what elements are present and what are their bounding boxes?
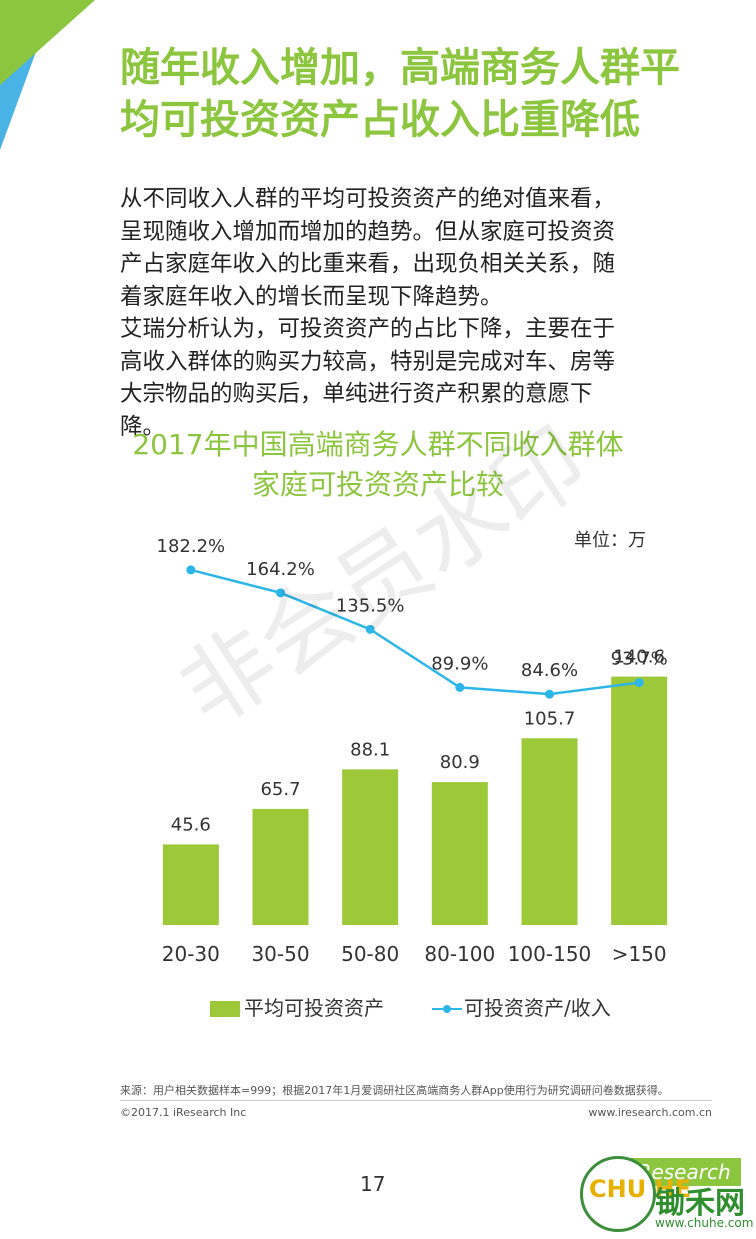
x-tick-label: 20-30 — [162, 942, 220, 966]
body-line: 呈现随收入增加而增加的趋势。但从家庭可投资资 — [120, 218, 616, 245]
legend-item-line: 可投资资产/收入 — [432, 992, 611, 1021]
website-link[interactable]: www.iresearch.com.cn — [588, 1106, 712, 1119]
line-point — [365, 624, 375, 634]
line-value-label: 164.2% — [246, 559, 315, 580]
bar-line-chart: 45.6 20-30 65.7 30-50 88.1 50-80 80.9 80-100 105… — [157, 536, 668, 966]
body-line: 产占家庭年收入的比重来看，出现负相关关系，随 — [120, 251, 616, 277]
bar-value-label: 140.6 — [613, 647, 665, 668]
chart-unit-label: 单位：万 — [574, 530, 646, 551]
source-note: 来源：用户相关数据样本=999；根据2017年1月爱调研社区高端商务人群App使… — [120, 1084, 669, 1097]
body-line: 艾瑞分析认为，可投资资产的占比下降，主要在于 — [120, 316, 616, 342]
line-value-label: 135.5% — [336, 595, 405, 616]
chart-title-line: 2017年中国高端商务人群不同收入群体 — [132, 428, 624, 461]
line-point — [276, 588, 285, 598]
x-tick-label: >150 — [612, 942, 667, 966]
bar — [431, 782, 488, 925]
line-point — [634, 678, 644, 688]
page-title-line: 随年收入增加，高端商务人群平 — [120, 45, 680, 91]
bar-value-label: 45.6 — [171, 814, 211, 835]
bar — [162, 844, 219, 925]
page-number: 17 — [360, 1172, 386, 1196]
x-tick-label: 30-50 — [251, 942, 309, 966]
chuhe-stamp-logo: CHU HE — [580, 1156, 691, 1232]
legend-line-swatch — [432, 1005, 462, 1013]
bar-value-label: 65.7 — [260, 779, 300, 800]
chart-title: 2017年中国高端商务人群不同收入群体 家庭可投资资产比较 — [0, 425, 756, 505]
body-line: 大宗物品的购买后，单纯进行资产积累的意愿下 — [120, 381, 593, 407]
bar — [252, 808, 309, 925]
page-title-line: 均可投资资产占收入比重降低 — [120, 97, 640, 143]
corner-green-shape — [0, 0, 95, 85]
chuhe-url: www.chuhe.com — [655, 1216, 754, 1230]
footer-divider — [120, 1100, 712, 1101]
legend-item-bar: 平均可投资资产 — [210, 992, 384, 1021]
body-line: 着家庭年收入的增长而呈现下降趋势。 — [120, 283, 503, 310]
line-point — [186, 565, 196, 575]
bar-value-label: 105.7 — [524, 708, 576, 729]
bar-value-label: 80.9 — [440, 752, 480, 773]
line-value-label: 182.2% — [157, 536, 226, 557]
chuhe-logo-text: 锄禾网 — [655, 1186, 745, 1221]
bar — [611, 676, 668, 925]
ratio-line — [190, 568, 640, 696]
legend-line-label: 可投资资产/收入 — [464, 996, 611, 1020]
chart-title-line: 家庭可投资资产比较 — [251, 468, 504, 501]
x-tick-label: 80-100 — [424, 942, 495, 966]
legend-bar-label: 平均可投资资产 — [244, 996, 384, 1020]
x-tick-label: 50-80 — [341, 942, 399, 966]
line-value-label: 84.6% — [521, 660, 578, 681]
line-value-label: 93.7% — [611, 649, 668, 670]
page-title: 随年收入增加，高端商务人群平 均可投资资产占收入比重降低 — [120, 42, 740, 146]
body-line: 从不同收入人群的平均可投资资产的绝对值来看， — [120, 186, 616, 212]
line-point — [455, 682, 465, 692]
legend-bar-swatch — [210, 1001, 240, 1017]
line-value-label: 89.9% — [431, 653, 488, 674]
line-point — [545, 689, 554, 699]
stamp-text: CHU HE — [589, 1175, 692, 1203]
bar — [342, 769, 399, 925]
x-tick-label: 100-150 — [508, 942, 592, 966]
body-line: 高收入群体的购买力较高，特别是完成对车、房等 — [120, 348, 616, 375]
body-paragraph: 从不同收入人群的平均可投资资产的绝对值来看， 呈现随收入增加而增加的趋势。但从家… — [120, 183, 730, 443]
copyright-text: ©2017.1 iResearch Inc — [120, 1106, 247, 1119]
body-line: 降。 — [120, 413, 166, 440]
bar — [521, 738, 578, 925]
bar-value-label: 88.1 — [350, 739, 390, 760]
corner-decoration — [0, 0, 95, 150]
